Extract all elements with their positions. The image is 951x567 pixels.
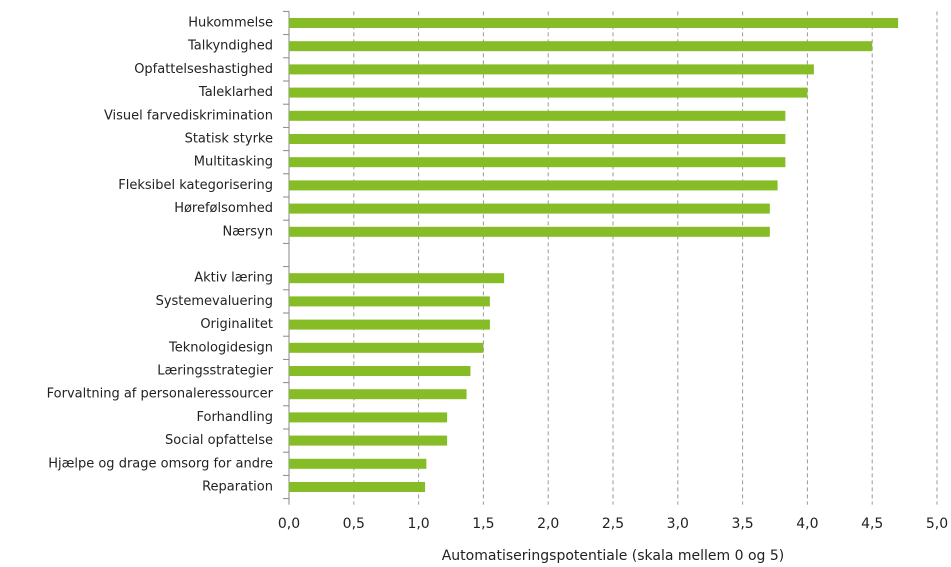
x-tick-label: 1,0 (407, 516, 429, 532)
y-tick-label: Originalitet (200, 317, 273, 332)
x-tick-label: 3,5 (731, 516, 753, 532)
bar (289, 319, 490, 330)
y-tick-label: Systemevaluering (156, 294, 273, 309)
x-tick-label: 3,0 (667, 516, 689, 532)
bar (289, 110, 786, 121)
y-tick-label: Forhandling (197, 410, 274, 425)
x-tick-label: 4,5 (861, 516, 883, 532)
y-tick-label: Statisk styrke (185, 132, 273, 147)
y-tick-label: Teknologidesign (168, 340, 273, 355)
y-tick-label: Reparation (202, 480, 273, 495)
bar (289, 180, 778, 191)
y-tick-label: Opfattelseshastighed (134, 62, 273, 77)
bar (289, 157, 786, 168)
x-tick-label: 1,5 (472, 516, 494, 532)
bar (289, 366, 471, 376)
bar (289, 41, 873, 52)
y-tick-label: Hørefølsomhed (174, 201, 273, 216)
x-tick-label: 5,0 (926, 516, 948, 532)
y-tick-label: Læringsstrategier (157, 364, 273, 379)
y-tick-label: Social opfattelse (165, 433, 273, 448)
x-tick-label: 2,5 (602, 516, 624, 532)
bar (289, 226, 770, 237)
bar (289, 458, 427, 469)
bar (289, 296, 490, 307)
x-axis-title: Automatiseringspotentiale (skala mellem … (442, 548, 785, 564)
x-tick-label: 2,0 (537, 516, 559, 532)
bar (289, 342, 484, 353)
bar (289, 134, 786, 144)
y-tick-label: Nærsyn (222, 224, 273, 239)
bar (289, 482, 426, 492)
bar (289, 87, 808, 98)
y-tick-label: Talkyndighed (187, 39, 273, 54)
y-tick-label: Hukommelse (188, 16, 273, 31)
x-tick-label: 0,0 (278, 516, 300, 532)
bar (289, 18, 899, 28)
bar (289, 389, 467, 400)
bar (289, 412, 448, 423)
bar (289, 203, 770, 214)
y-tick-label: Forvaltning af personaleressourcer (47, 387, 274, 402)
x-tick-label: 0,5 (343, 516, 365, 532)
y-tick-label: Multitasking (194, 155, 273, 170)
bar (289, 64, 814, 75)
x-tick-label: 4,0 (796, 516, 818, 532)
y-tick-label: Visuel farvediskrimination (104, 108, 273, 123)
y-tick-label: Fleksibel kategorisering (118, 178, 273, 193)
y-tick-label: Taleklarhed (198, 85, 273, 100)
y-tick-label: Aktiv læring (194, 271, 273, 286)
bar (289, 435, 448, 446)
y-tick-label: Hjælpe og drage omsorg for andre (48, 456, 273, 471)
bar (289, 273, 505, 284)
